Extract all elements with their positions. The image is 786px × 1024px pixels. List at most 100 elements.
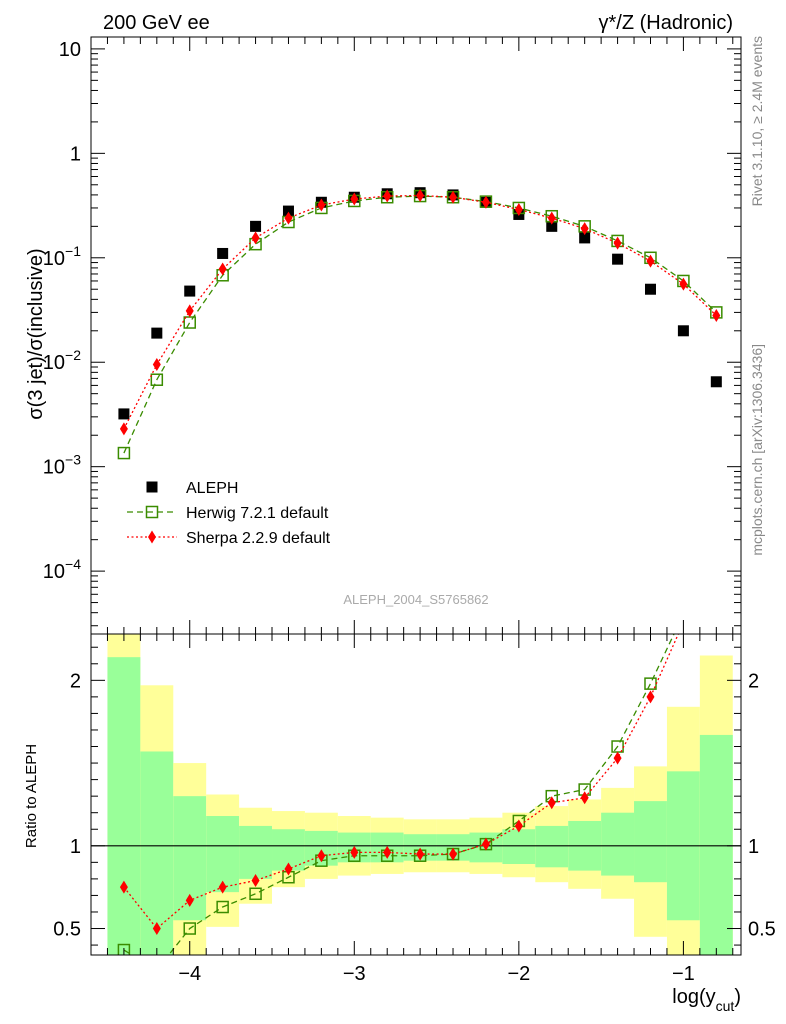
- series-1: [117, 189, 723, 460]
- top-panel: 10−4 10−3 10−2 10−1 1 10 σ(3 jet)/σ(inclusive…: [25, 36, 742, 635]
- data-point: [185, 304, 194, 318]
- legend-marker-1: [145, 505, 159, 519]
- top-ylabel: σ(3 jet)/σ(inclusive): [25, 248, 47, 419]
- x-tick-label: −3: [343, 963, 366, 985]
- series-0: [118, 187, 722, 420]
- data-point: [152, 358, 161, 372]
- data-point: [449, 190, 458, 204]
- data-point: [710, 376, 722, 388]
- ratio-point: [317, 849, 326, 863]
- ratio-point: [151, 964, 162, 975]
- data-point: [514, 202, 523, 216]
- band-inner: [535, 825, 569, 868]
- ratio-series-1: [119, 634, 679, 936]
- data-point: [218, 262, 227, 276]
- band-inner: [239, 825, 273, 879]
- y-tick-label: 1: [70, 143, 81, 165]
- data-point: [119, 422, 128, 436]
- ratio-point: [117, 943, 131, 955]
- data-point: [579, 232, 591, 244]
- legend-label-2: Sherpa 2.2.9 default: [186, 530, 331, 547]
- x-tick-label: −1: [672, 963, 695, 985]
- y-tick-label: 10−1: [43, 243, 81, 270]
- ratio-point: [185, 893, 194, 907]
- ratio-point: [152, 922, 161, 936]
- ratio-point: [514, 819, 523, 833]
- data-point: [151, 327, 163, 339]
- ratio-line-0: [123, 634, 675, 955]
- data-point: [712, 309, 721, 323]
- data-point: [547, 211, 556, 225]
- data-point: [282, 205, 294, 217]
- y-tick-label: 10−4: [43, 556, 81, 583]
- data-point: [383, 189, 392, 203]
- band-inner: [699, 734, 733, 955]
- data-point: [646, 254, 655, 268]
- data-point: [117, 446, 131, 460]
- analysis-id: ALEPH_2004_S5765862: [343, 592, 488, 607]
- ratio-point: [678, 609, 689, 620]
- data-point: [317, 198, 326, 212]
- legend-marker-2: [148, 530, 156, 544]
- band-inner: [601, 812, 635, 876]
- legend-label-1: Herwig 7.2.1 default: [186, 505, 329, 522]
- ratio-point: [646, 690, 655, 704]
- ratio-point: [547, 796, 556, 810]
- data-point: [677, 325, 689, 337]
- ratio-y-tick-label-right: 2: [748, 670, 759, 692]
- ratio-frame: [90, 633, 742, 956]
- data-point: [217, 247, 229, 259]
- y-tick-label: 10−3: [43, 452, 81, 479]
- ratio-point: [183, 922, 196, 935]
- data-point: [612, 253, 624, 265]
- series-2: [119, 188, 721, 436]
- data-point: [251, 231, 260, 245]
- ratio-point: [119, 880, 128, 894]
- ratio-point: [284, 862, 293, 876]
- data-point: [546, 220, 558, 232]
- legend-marker-0: [146, 481, 158, 493]
- ratio-point: [350, 845, 359, 859]
- legend: ALEPH Herwig 7.2.1 default Sherpa 2.2.9 de…: [127, 480, 331, 547]
- ratio-point: [383, 845, 392, 859]
- band-inner: [107, 657, 141, 955]
- data-point: [481, 195, 490, 209]
- data-point: [250, 220, 262, 232]
- ratio-y-tick-label: 0.5: [53, 919, 81, 941]
- data-point: [284, 211, 293, 225]
- uncertainty-bands: [107, 634, 733, 955]
- ratio-panel: 0.5 0.5 1 1 2 2 −4 −3 −2 −1 Ratio to ALEPH log(yc…: [23, 609, 776, 1014]
- y-tick-label: 10−2: [43, 347, 81, 374]
- ratio-point: [249, 887, 262, 901]
- legend-label-0: ALEPH: [186, 480, 238, 497]
- ratio-point: [218, 880, 227, 894]
- rivet-label: Rivet 3.1.10, ≥ 2.4M events: [749, 36, 765, 206]
- series-line-2: [123, 194, 717, 430]
- series-line-1: [123, 195, 717, 454]
- ratio-point: [449, 847, 458, 861]
- ratio-point: [580, 791, 589, 805]
- x-tick-label: −4: [178, 963, 201, 985]
- x-axis-label: log(ycut): [672, 986, 741, 1014]
- band-inner: [634, 801, 667, 883]
- data-point: [679, 277, 688, 291]
- data-point: [118, 408, 130, 420]
- ratio-point: [613, 751, 622, 765]
- ratio-point: [216, 900, 229, 914]
- x-tick-label: −2: [507, 963, 530, 985]
- data-point: [350, 192, 359, 206]
- data-point: [644, 283, 656, 295]
- header-left: 200 GeV ee: [103, 12, 210, 34]
- ratio-point: [416, 847, 425, 861]
- band-inner: [206, 816, 240, 893]
- ratio-y-tick-label: 1: [70, 836, 81, 858]
- data-point: [416, 188, 425, 202]
- ratio-point: [481, 837, 490, 851]
- ratio-y-tick-label: 2: [70, 670, 81, 692]
- data-point: [580, 222, 589, 236]
- data-point: [184, 285, 196, 297]
- data-point: [613, 236, 622, 250]
- y-tick-label: 10: [59, 39, 81, 61]
- mcplots-label: mcplots.cern.ch [arXiv:1306.3436]: [749, 344, 765, 556]
